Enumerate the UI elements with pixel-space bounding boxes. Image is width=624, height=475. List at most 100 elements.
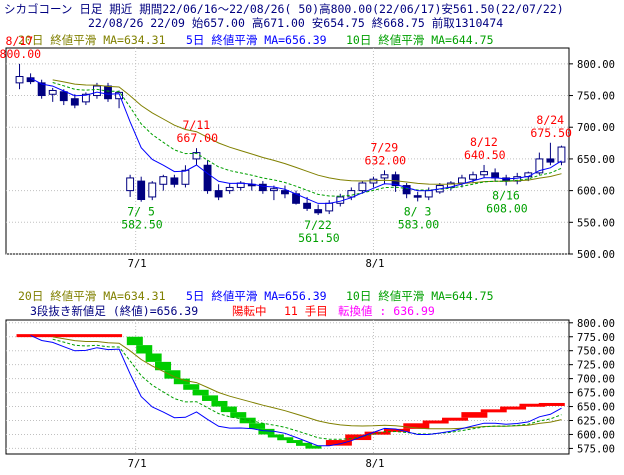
candle [81, 92, 90, 106]
candle [546, 142, 555, 166]
annotation-value: 608.00 [486, 202, 528, 216]
kagi-count: 11 手目 [284, 304, 328, 318]
ma20-line [52, 79, 562, 185]
candle [358, 181, 367, 194]
kagi-brick [500, 406, 527, 410]
kagi-brick [325, 440, 352, 446]
candle-body [347, 190, 356, 198]
kagi-brick [305, 445, 322, 449]
kagi-brick [383, 428, 410, 432]
kagi-brick [211, 400, 228, 407]
candle-body [269, 188, 278, 192]
candle-body [148, 182, 157, 198]
candle-body [535, 158, 544, 174]
candle-body [126, 177, 135, 192]
lower-ma20-line [52, 336, 562, 430]
kagi-brick [220, 406, 237, 413]
candle-body [557, 146, 566, 163]
annotation-date: 8/ 3 [404, 204, 432, 218]
kagi-brick [173, 378, 190, 385]
kagi-label: 3段抜き新値足 (終値)=656.39 [30, 304, 198, 318]
candle [126, 174, 135, 197]
candle [203, 160, 212, 194]
candle-body [413, 195, 422, 198]
candle-body [424, 190, 433, 198]
lower-ma5-line [30, 334, 562, 447]
lower-y-tick-label: 700.00 [577, 374, 615, 386]
kagi-turn: 転換値 : 636.99 [338, 304, 435, 318]
candle-body [159, 176, 168, 185]
candle-body [469, 174, 477, 180]
lower-x-tick-label: 8/1 [365, 458, 384, 470]
candle-body [303, 202, 312, 209]
candle [70, 94, 79, 109]
kagi-brick [461, 412, 488, 418]
kagi-brick [126, 336, 143, 346]
kagi-brick [345, 434, 372, 441]
lower-y-tick-label: 750.00 [577, 346, 615, 358]
kagi-brick [480, 409, 507, 413]
candle-body [546, 158, 555, 163]
annotation-date: 8/12 [470, 135, 498, 149]
annotation-value: 582.50 [121, 218, 163, 232]
candle-body [314, 209, 323, 214]
candle-body [81, 93, 90, 103]
kagi-brick [267, 434, 284, 438]
upper-y-tick-label: 700.00 [577, 122, 615, 134]
candle [214, 184, 223, 201]
candle-body [480, 171, 488, 176]
kagi-brick [296, 442, 313, 446]
ma5-line [30, 77, 562, 204]
candle [269, 185, 278, 201]
lower-ma10-line [52, 338, 562, 440]
kagi-brick [364, 431, 391, 435]
candle-body [380, 174, 389, 179]
upper-legend-ma20: 20日 終値平滑 MA=634.31 [18, 33, 166, 47]
upper-x-tick-label: 8/1 [365, 258, 384, 270]
upper-y-tick-label: 750.00 [577, 91, 615, 103]
candle [413, 191, 422, 202]
candle-body [203, 164, 212, 192]
candle-body [402, 185, 411, 195]
kagi-brick [403, 423, 430, 429]
kagi-brick [202, 395, 219, 401]
candle [480, 164, 488, 178]
chart-header-line1: シカゴコーン 日足 期近 期間22/06/16～22/08/26( 50)高80… [4, 2, 564, 16]
kagi-brick [249, 423, 266, 429]
kagi-brick [519, 403, 546, 407]
kagi-brick [183, 384, 200, 390]
candle-body [137, 180, 146, 200]
upper-y-tick-label: 550.00 [577, 217, 615, 229]
candle [159, 174, 168, 191]
lower-legend-ma20: 20日 終値平滑 MA=634.31 [18, 289, 166, 303]
candle [37, 79, 46, 99]
annotation-date: 7/ 5 [127, 205, 155, 219]
candle-body [70, 98, 79, 106]
upper-y-tick-label: 600.00 [577, 186, 615, 198]
upper-legend-ma5: 5日 終値平滑 MA=656.39 [186, 33, 327, 47]
candle-body [37, 82, 46, 97]
upper-plot-area [5, 47, 570, 255]
candle-body [281, 190, 289, 195]
candle-body [458, 177, 466, 184]
candle-body [59, 91, 68, 102]
candle [281, 185, 289, 199]
candle-body [15, 76, 24, 84]
kagi-brick [136, 345, 153, 354]
candle-body [214, 190, 223, 198]
kagi-brick [422, 420, 449, 424]
annotation-date: 7/22 [304, 218, 332, 232]
kagi-brick [164, 370, 181, 379]
annotation-date: 8/16 [492, 189, 520, 203]
candle [380, 170, 389, 185]
lower-x-tick-label: 7/1 [128, 458, 147, 470]
lower-y-tick-label: 725.00 [577, 360, 615, 372]
lower-plot-area [5, 319, 570, 455]
lower-y-tick-label: 625.00 [577, 416, 615, 428]
upper-x-tick-label: 7/1 [128, 258, 147, 270]
annotation-value: 561.50 [298, 231, 340, 245]
candle-body [93, 85, 101, 97]
kagi-flat-up [16, 334, 123, 338]
candle-body [104, 85, 112, 100]
